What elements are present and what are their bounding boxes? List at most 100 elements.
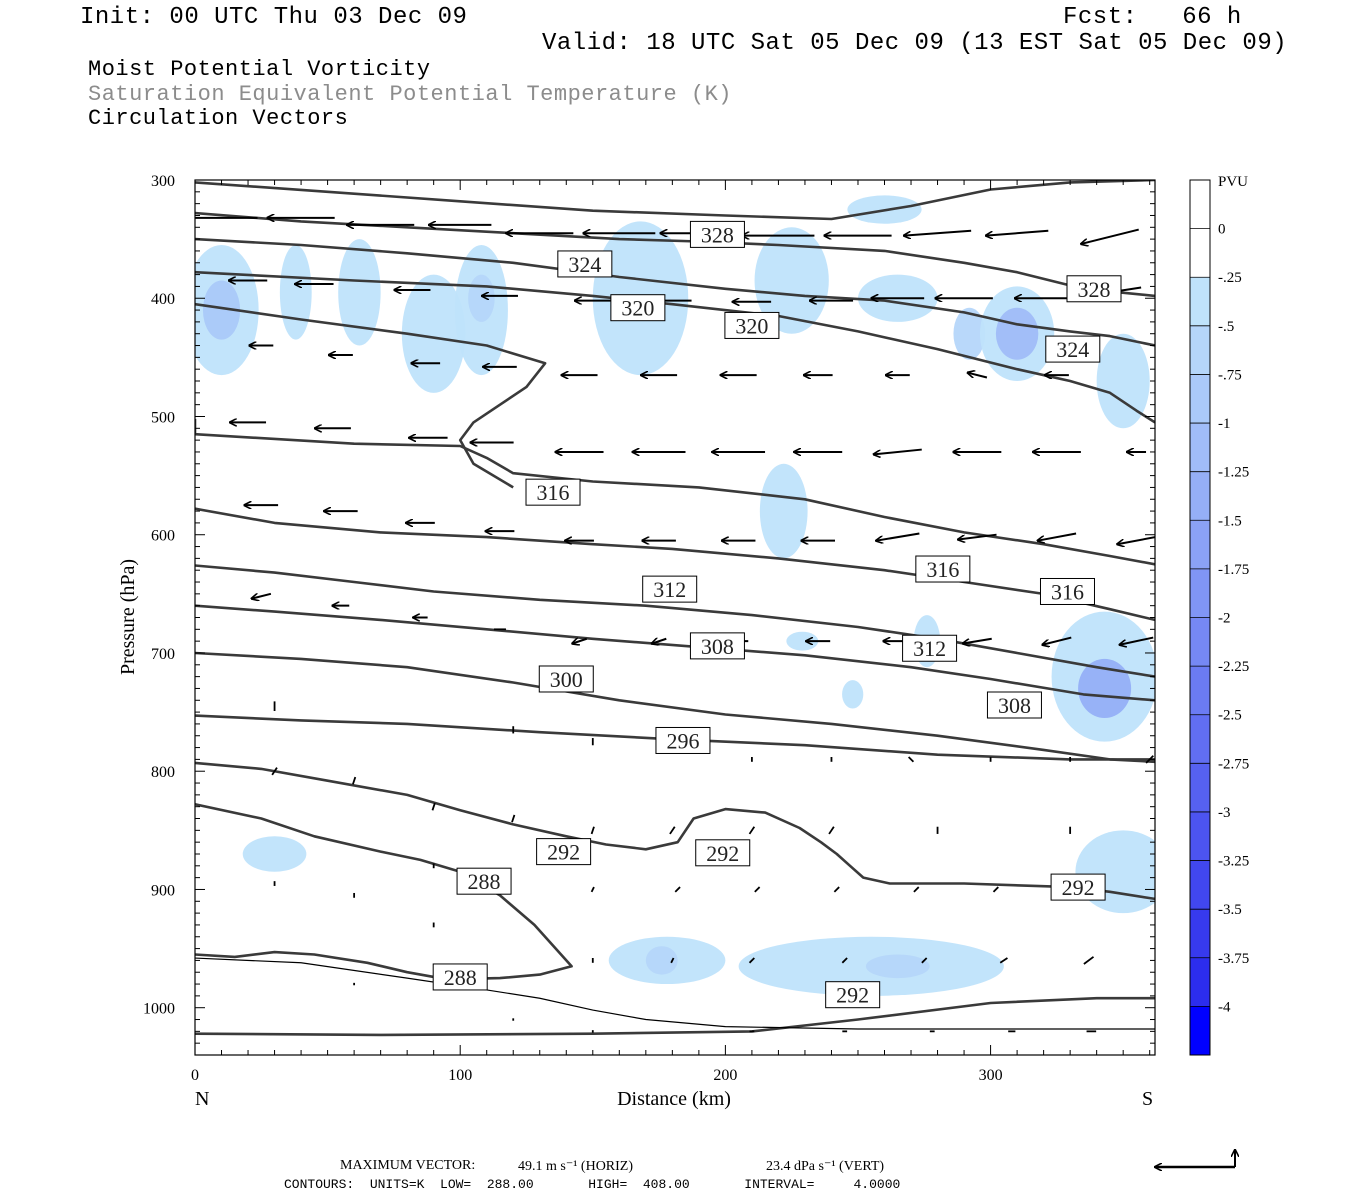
- x-axis-label: Distance (km): [617, 1088, 731, 1110]
- circulation-vector: [828, 826, 835, 835]
- circulation-vector: [352, 776, 357, 785]
- contour-line-292: [195, 996, 1155, 1037]
- contour-label-layer: 328 324 320 320 328 324 316 316 316 312 312 308 308 3…: [432, 220, 1122, 1009]
- contour-label-box: [1045, 335, 1101, 363]
- colorbar: 0 -.25 -.5 -.75 -1 -1.25 -1.5 -1.75 -2 -2.25 -2.5 -…: [1189, 179, 1249, 1056]
- colorbar-swatch: [1190, 277, 1210, 326]
- init-time-label: Init: 00 UTC Thu 03 Dec 09: [80, 4, 468, 31]
- colorbar-swatch: [1190, 568, 1210, 618]
- contour-label: 292: [825, 981, 881, 1009]
- max-vector-vert: 23.4 dPa s⁻¹ (VERT): [766, 1159, 885, 1174]
- contour-label-text: 292: [706, 841, 739, 866]
- colorbar-level-label: -.5: [1218, 319, 1234, 335]
- contour-label-text: 316: [926, 557, 959, 582]
- forecast-hour-label: Fcst: 66 h: [1063, 4, 1242, 31]
- contour-label-box: [902, 634, 958, 662]
- x-tick-label: 200: [713, 1067, 737, 1084]
- contour-label: 288: [456, 867, 512, 895]
- pv-blob: [759, 463, 808, 559]
- contour-label: 308: [986, 691, 1042, 719]
- colorbar-level-label: -1.75: [1218, 562, 1249, 578]
- max-vector-label: MAXIMUM VECTOR:: [340, 1158, 476, 1173]
- colorbar-level-label: -1.5: [1218, 513, 1242, 529]
- contour-label: 320: [724, 311, 780, 339]
- contour-line-316: [195, 507, 1155, 622]
- x-end-label-north: N: [195, 1088, 209, 1110]
- contour-label: 324: [557, 250, 613, 278]
- circulation-vector: [674, 886, 681, 893]
- contours-info: CONTOURS: UNITS=K LOW= 288.00 HIGH= 408.…: [284, 1177, 901, 1192]
- contour-label-box: [525, 478, 581, 506]
- colorbar-swatch: [1190, 909, 1210, 958]
- circulation-vector: [748, 957, 755, 964]
- colorbar-swatch: [1190, 811, 1210, 861]
- circulation-vector: [590, 886, 595, 893]
- contour-label: 324: [1045, 335, 1101, 363]
- contour-label-box: [1066, 275, 1122, 303]
- circulation-vector: [992, 886, 999, 893]
- circulation-vector: [652, 639, 667, 644]
- pv-blob: [754, 227, 829, 334]
- colorbar-swatch: [1190, 957, 1210, 1007]
- contour-label-box: [432, 963, 488, 991]
- contour-label-box: [655, 726, 711, 754]
- contour-label-text: 292: [836, 983, 869, 1008]
- circulation-vector: [958, 533, 997, 540]
- pv-blob: [842, 680, 864, 709]
- contour-label-text: 292: [1062, 875, 1095, 900]
- colorbar-level-label: -.75: [1218, 367, 1242, 383]
- x-tick-label: 300: [979, 1067, 1003, 1084]
- contour-label: 316: [525, 478, 581, 506]
- contour-label: 312: [902, 634, 958, 662]
- colorbar-level-label: -1: [1218, 416, 1231, 432]
- circulation-vector: [590, 826, 595, 835]
- pv-blob: [242, 836, 307, 872]
- circulation-vector: [904, 229, 972, 236]
- colorbar-level-label: -1.25: [1218, 465, 1249, 481]
- colorbar-units-label: PVU: [1218, 174, 1248, 190]
- pv-blob: [786, 631, 819, 651]
- colorbar-level-label: -2.25: [1218, 659, 1249, 675]
- contour-label: 312: [642, 575, 698, 603]
- contour-label: 328: [1066, 275, 1122, 303]
- circulation-vector: [669, 826, 676, 835]
- contour-label: 292: [536, 838, 592, 866]
- contour-label-text: 288: [468, 869, 501, 894]
- contour-label-box: [610, 294, 666, 322]
- circulation-vector: [963, 637, 992, 644]
- max-vector-horiz: 49.1 m s⁻¹ (HORIZ): [518, 1159, 634, 1174]
- pv-blob: [1078, 658, 1132, 719]
- circulation-vector: [572, 639, 588, 644]
- contour-label-text: 320: [621, 296, 654, 321]
- pv-blob: [995, 307, 1039, 360]
- contour-label-text: 308: [998, 693, 1031, 718]
- colorbar-swatch: [1190, 1006, 1210, 1055]
- colorbar-level-label: -3.5: [1218, 902, 1242, 918]
- pv-blob: [202, 280, 241, 340]
- contour-line-316: [195, 418, 1155, 566]
- colorbar-level-label: -3: [1218, 805, 1231, 821]
- pv-blob: [1096, 333, 1150, 429]
- circulation-vector: [968, 373, 988, 379]
- colorbar-frame: [1189, 179, 1211, 1056]
- pv-blob: [468, 274, 495, 322]
- circulation-vector: [271, 767, 278, 776]
- colorbar-swatch: [1190, 228, 1210, 278]
- contour-line-320: [195, 302, 547, 489]
- colorbar-swatch: [1190, 423, 1210, 472]
- contour-label-box: [695, 839, 751, 867]
- y-tick-label: 300: [151, 173, 175, 190]
- colorbar-swatch: [1190, 714, 1210, 764]
- contour-line-328: [195, 180, 1155, 221]
- contour-label-text: 316: [1051, 579, 1084, 604]
- pv-blob: [865, 954, 930, 979]
- contour-line-292: [195, 761, 1155, 901]
- circulation-vector: [748, 826, 756, 835]
- y-tick-label: 900: [151, 882, 175, 899]
- circulation-vector: [1145, 755, 1154, 764]
- colorbar-swatch: [1190, 617, 1210, 667]
- y-tick-label: 800: [151, 764, 175, 781]
- contour-label: 316: [1039, 577, 1095, 605]
- field-label-vectors: Circulation Vectors: [88, 106, 349, 131]
- colorbar-level-label: -.25: [1218, 270, 1242, 286]
